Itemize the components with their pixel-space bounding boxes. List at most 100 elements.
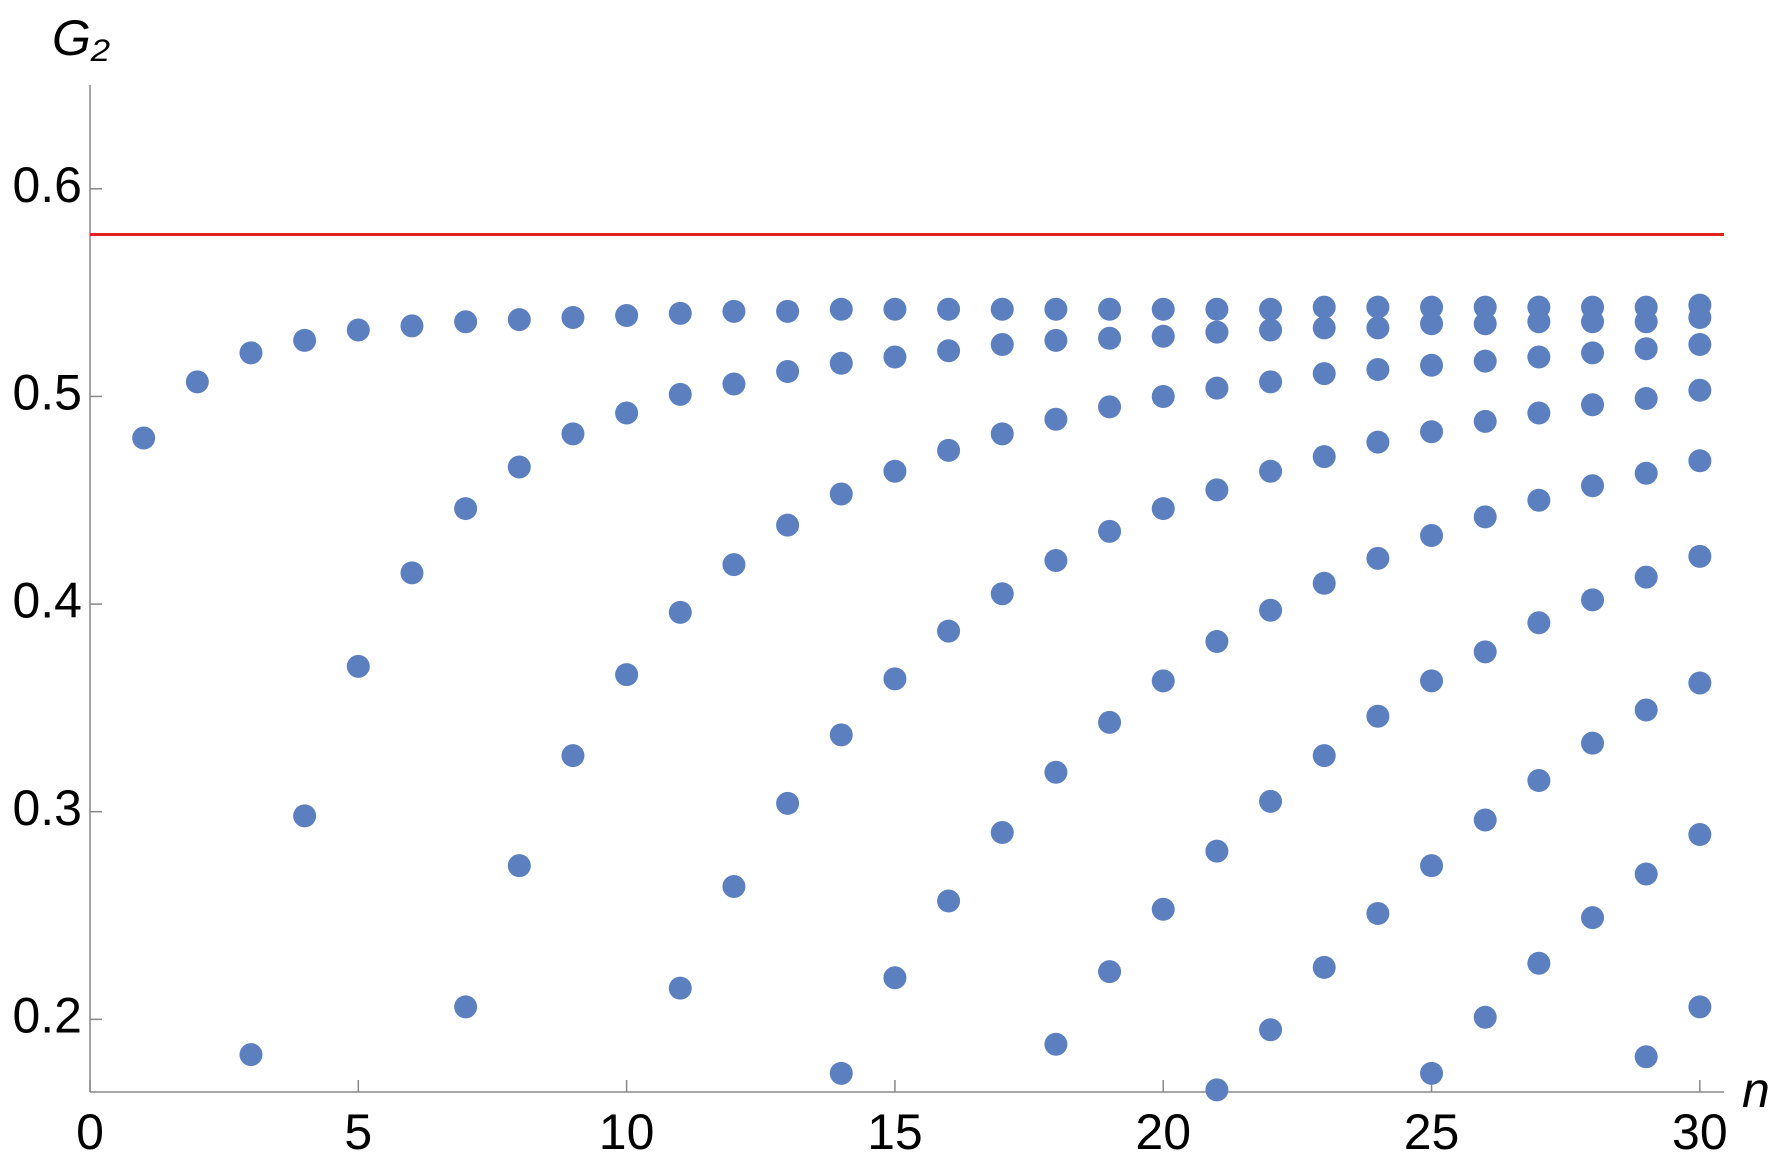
point: [1205, 1078, 1229, 1102]
point: [561, 422, 585, 446]
point: [1688, 333, 1712, 357]
point: [776, 299, 800, 323]
point: [1044, 407, 1068, 431]
point: [1527, 401, 1551, 425]
point: [1259, 318, 1283, 342]
point: [1688, 671, 1712, 695]
point: [1688, 449, 1712, 473]
point: [668, 301, 692, 325]
point: [1044, 328, 1068, 352]
point: [1527, 611, 1551, 635]
point: [346, 318, 370, 342]
point: [1420, 353, 1444, 377]
x-tick-label: 20: [1135, 1104, 1191, 1160]
point: [1634, 387, 1658, 411]
x-tick-label: 0: [76, 1104, 104, 1160]
point: [561, 306, 585, 330]
point: [829, 482, 853, 506]
point: [1259, 370, 1283, 394]
point: [1098, 710, 1122, 734]
point: [1205, 297, 1229, 321]
point: [1151, 297, 1175, 321]
point: [1634, 461, 1658, 485]
point: [400, 314, 424, 338]
point: [937, 619, 961, 643]
point: [1366, 357, 1390, 381]
point: [1151, 897, 1175, 921]
point: [776, 791, 800, 815]
point: [722, 299, 746, 323]
point: [1527, 769, 1551, 793]
point: [507, 854, 531, 878]
point: [937, 297, 961, 321]
y-tick-label: 0.6: [12, 157, 82, 213]
point: [1473, 349, 1497, 373]
point: [239, 1043, 263, 1067]
point: [1473, 295, 1497, 319]
point: [1420, 854, 1444, 878]
x-tick-label: 15: [867, 1104, 923, 1160]
point: [829, 723, 853, 747]
point: [1098, 297, 1122, 321]
point: [722, 874, 746, 898]
point: [1205, 320, 1229, 344]
point: [1098, 395, 1122, 419]
point: [1312, 955, 1336, 979]
point: [1205, 629, 1229, 653]
point: [400, 561, 424, 585]
point: [1581, 588, 1605, 612]
point: [1420, 1061, 1444, 1085]
point: [454, 497, 478, 521]
point: [1259, 598, 1283, 622]
point: [1420, 669, 1444, 693]
point: [990, 333, 1014, 357]
point: [1044, 760, 1068, 784]
point: [1205, 478, 1229, 502]
point: [937, 339, 961, 363]
point: [293, 804, 317, 828]
point: [1205, 839, 1229, 863]
point: [1581, 393, 1605, 417]
point: [776, 513, 800, 537]
point: [1044, 297, 1068, 321]
point: [1581, 341, 1605, 365]
point: [722, 372, 746, 396]
point: [829, 297, 853, 321]
point: [1473, 640, 1497, 664]
point: [1259, 297, 1283, 321]
point: [990, 820, 1014, 844]
x-tick-label: 10: [599, 1104, 655, 1160]
point: [1098, 960, 1122, 984]
point: [185, 370, 209, 394]
x-tick-label: 25: [1404, 1104, 1460, 1160]
point: [507, 308, 531, 332]
point: [507, 455, 531, 479]
point: [1366, 704, 1390, 728]
x-tick-label: 30: [1672, 1104, 1728, 1160]
point: [1151, 497, 1175, 521]
point: [1312, 571, 1336, 595]
point: [1527, 488, 1551, 512]
point: [1527, 310, 1551, 334]
point: [1151, 384, 1175, 408]
point: [1527, 345, 1551, 369]
point: [1151, 324, 1175, 348]
point: [776, 360, 800, 384]
point: [883, 459, 907, 483]
point: [1581, 310, 1605, 334]
point: [668, 382, 692, 406]
y-tick-label: 0.2: [12, 988, 82, 1044]
point: [1366, 295, 1390, 319]
point: [1634, 310, 1658, 334]
point: [1098, 326, 1122, 350]
point: [1044, 1032, 1068, 1056]
point: [1366, 546, 1390, 570]
point: [1473, 312, 1497, 336]
point: [1420, 524, 1444, 548]
x-axis-label: n: [1742, 1062, 1770, 1118]
point: [1312, 295, 1336, 319]
point: [990, 297, 1014, 321]
point: [1151, 669, 1175, 693]
y-tick-label: 0.5: [12, 365, 82, 421]
point: [1634, 1045, 1658, 1069]
